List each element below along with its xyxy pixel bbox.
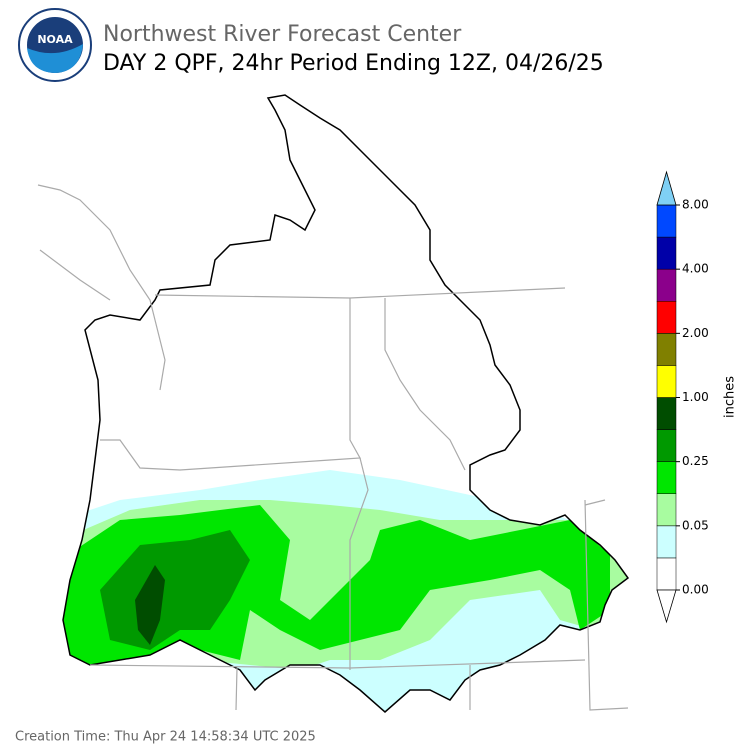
colorbar: 0.00 0.05 0.25 1.00 2.00 4.00 8.00 [656,170,709,624]
colorbar-segment [656,461,677,494]
colorbar-segment [656,204,677,238]
colorbar-segment [656,301,677,334]
precip [63,470,628,712]
colorbar-segment [656,429,677,462]
colorbar-segment [656,268,677,302]
logo-text: NOAA [37,33,73,46]
colorbar-over [656,170,677,206]
colorbar-segment [656,493,677,527]
colorbar-tick-label: 0.00 [682,583,709,597]
colorbar-segment [656,557,677,591]
map [37,94,629,713]
colorbar-segment [656,525,677,559]
colorbar-tick-label: 0.25 [682,454,709,468]
colorbar-label: inches [723,376,738,418]
colorbar-tick-label: 0.05 [682,518,709,532]
creation-time: Creation Time: Thu Apr 24 14:58:34 UTC 2… [15,730,316,745]
colorbar-segment [656,236,677,270]
title: Northwest River Forecast Center [103,22,462,47]
colorbar-tick-label: 1.00 [682,390,709,404]
colorbar-segment [656,397,677,430]
colorbar-under [656,589,677,624]
colorbar-tick-label: 2.00 [682,326,709,340]
colorbar-tick-label: 4.00 [682,262,709,276]
colorbar-segment [656,365,677,398]
colorbar-tick-label: 8.00 [682,198,709,212]
logo: NOAA [18,8,92,82]
subtitle: DAY 2 QPF, 24hr Period Ending 12Z, 04/26… [103,51,604,76]
colorbar-segment [656,333,677,366]
